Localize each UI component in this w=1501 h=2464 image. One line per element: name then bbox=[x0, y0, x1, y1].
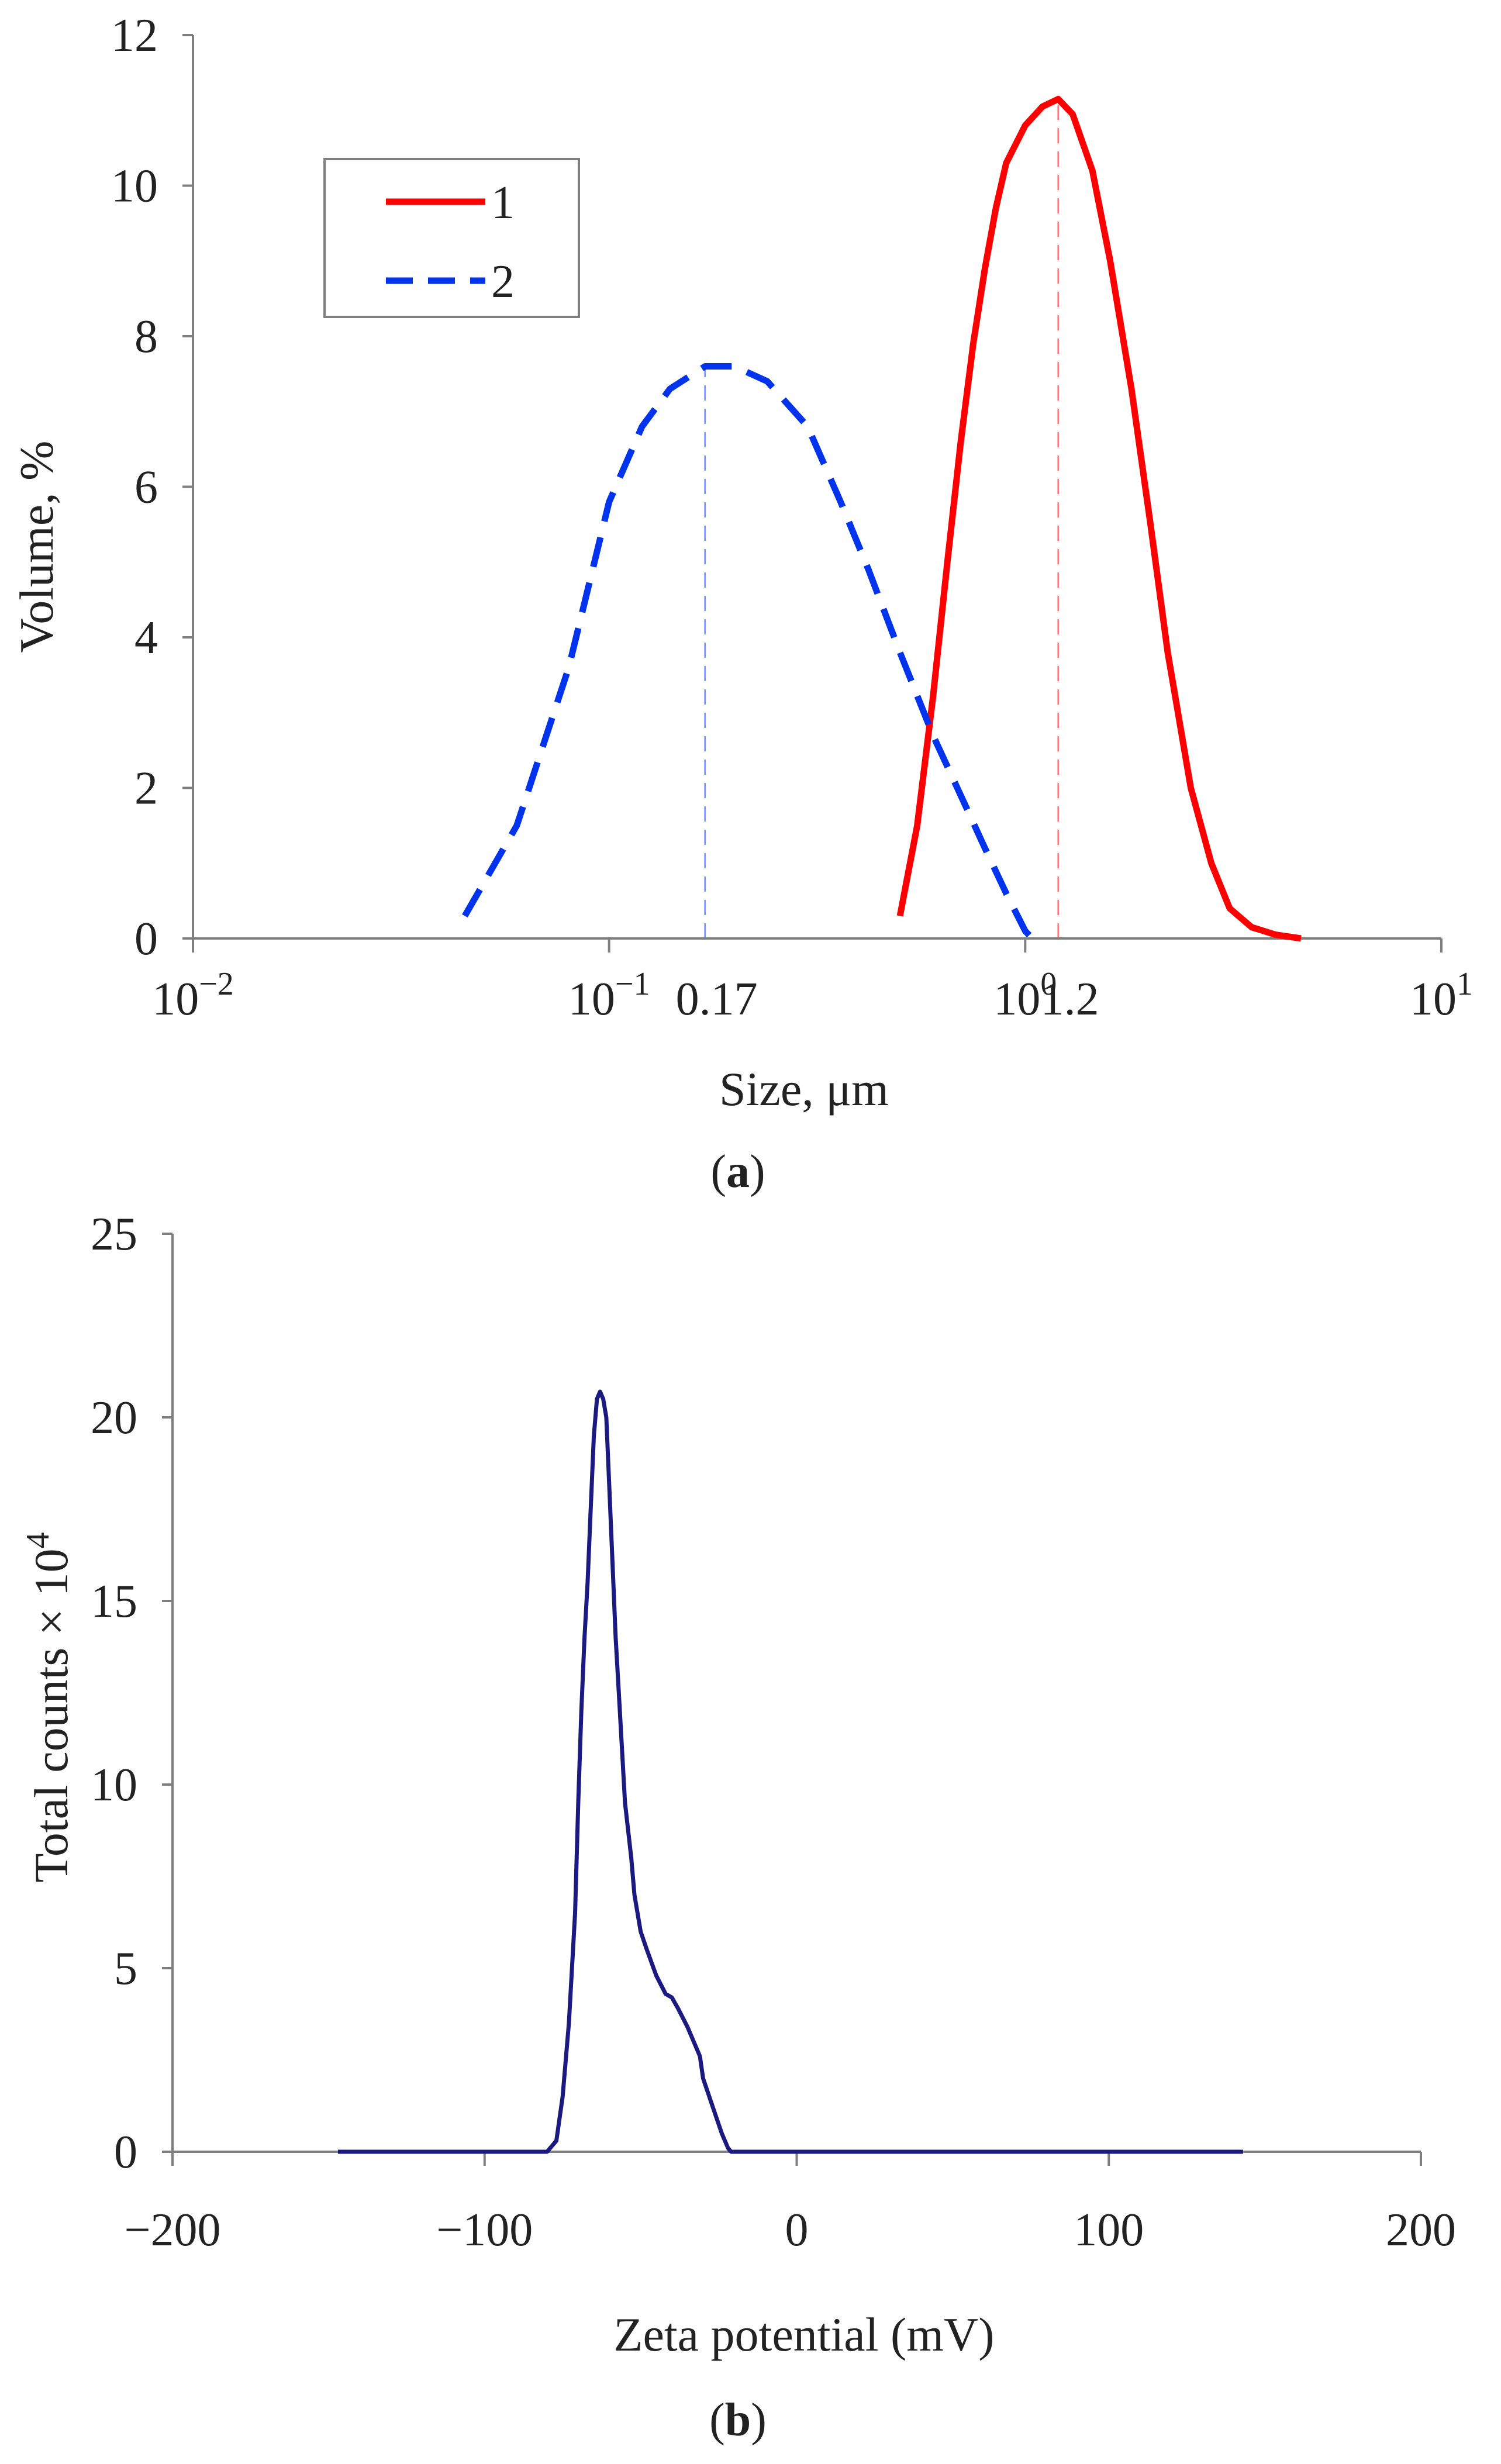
panel-b-y-tick-label: 15 bbox=[91, 1576, 137, 1627]
panel-b-tick-labels: 0 5 10 15 20 25 −200 −100 0 100 200 bbox=[91, 1209, 1456, 2256]
panel-a-series-line-2 bbox=[462, 363, 1035, 941]
panel-a-x-tick-label: 10−2 bbox=[152, 966, 234, 1025]
panel-a-x-tick-label: 100 bbox=[993, 966, 1057, 1025]
panel-b-caption-letter: b bbox=[725, 2394, 751, 2446]
panel-a-x-tick-exponent: 1 bbox=[1457, 966, 1473, 1002]
panel-a-legend-label-1: 1 bbox=[491, 177, 515, 229]
panel-b-x-tick-label: −100 bbox=[436, 2204, 533, 2256]
panel-a-peak-label: 1.2 bbox=[1041, 974, 1099, 1025]
panel-a-caption-letter: a bbox=[726, 1146, 750, 1198]
panel-a-series bbox=[462, 95, 1302, 942]
panel-a-x-tick-label: 10−1 bbox=[568, 966, 650, 1025]
panel-b-series-line-zeta bbox=[337, 1389, 1243, 2154]
panel-a-peak-label: 0.17 bbox=[676, 974, 758, 1025]
panel-b-x-axis-title: Zeta potential (mV) bbox=[613, 2308, 994, 2361]
panel-b-y-tick-label: 20 bbox=[91, 1392, 137, 1444]
panel-a-y-tick-label: 4 bbox=[134, 612, 158, 664]
panel-b-y-tick-label: 25 bbox=[91, 1209, 137, 1260]
panel-a-peak-guides bbox=[704, 99, 1059, 938]
panel-a-y-tick-label: 10 bbox=[111, 161, 158, 212]
panel-b-y-tick-label: 10 bbox=[91, 1759, 137, 1811]
panel-a-legend-box bbox=[323, 158, 580, 318]
panel-a-y-tick-label: 12 bbox=[111, 10, 158, 61]
panel-b-y-axis-title-exponent: 4 bbox=[20, 1532, 56, 1548]
panel-a-y-tick-label: 2 bbox=[134, 763, 158, 815]
panel-a-y-tick-label: 8 bbox=[134, 311, 158, 363]
panel-a-x-tick-label: 101 bbox=[1410, 966, 1473, 1025]
panel-a-x-tick-exponent: −2 bbox=[199, 966, 234, 1002]
panel-a-caption: (a) bbox=[710, 1146, 765, 1198]
panel-a-legend: 12 bbox=[323, 158, 580, 318]
panel-a-x-tick-base: 10 bbox=[993, 974, 1040, 1025]
panel-a-series-line-1 bbox=[896, 95, 1302, 942]
panel-b-y-tick-label: 5 bbox=[114, 1943, 137, 1994]
panel-a-y-tick-label: 0 bbox=[134, 913, 158, 965]
panel-b-x-tick-label: 0 bbox=[785, 2204, 809, 2256]
panel-a-x-tick-exponent: −1 bbox=[615, 966, 650, 1002]
panel-a-x-tick-base: 10 bbox=[152, 974, 199, 1025]
panel-b-y-tick-label: 0 bbox=[114, 2127, 137, 2178]
panel-b-x-tick-label: −200 bbox=[124, 2204, 220, 2256]
panel-b-y-axis-title: Total counts × 104 bbox=[20, 1532, 78, 1882]
panel-a-y-axis-title: Volume, % bbox=[10, 441, 63, 653]
panel-a-x-tick-base: 10 bbox=[1410, 974, 1457, 1025]
panel-b-x-tick-label: 100 bbox=[1074, 2204, 1144, 2256]
panel-b-series bbox=[337, 1389, 1243, 2154]
panel-a-x-tick-base: 10 bbox=[568, 974, 615, 1025]
panel-b-x-tick-label: 200 bbox=[1386, 2204, 1456, 2256]
panel-b-caption: (b) bbox=[709, 2394, 767, 2446]
panel-a-x-tick-exponent: 0 bbox=[1040, 966, 1057, 1002]
panel-a-axes bbox=[182, 34, 1443, 953]
panel-b-zeta-potential: 0 5 10 15 20 25 −200 −100 0 100 200 Zeta potential… bbox=[20, 1209, 1456, 2446]
panel-a-y-tick-label: 6 bbox=[134, 462, 158, 513]
panel-b-y-axis-title-main: Total counts × 10 bbox=[25, 1548, 78, 1882]
panel-a-legend-label-2: 2 bbox=[491, 256, 515, 308]
panel-a-x-axis-title: Size, μm bbox=[719, 1062, 889, 1116]
